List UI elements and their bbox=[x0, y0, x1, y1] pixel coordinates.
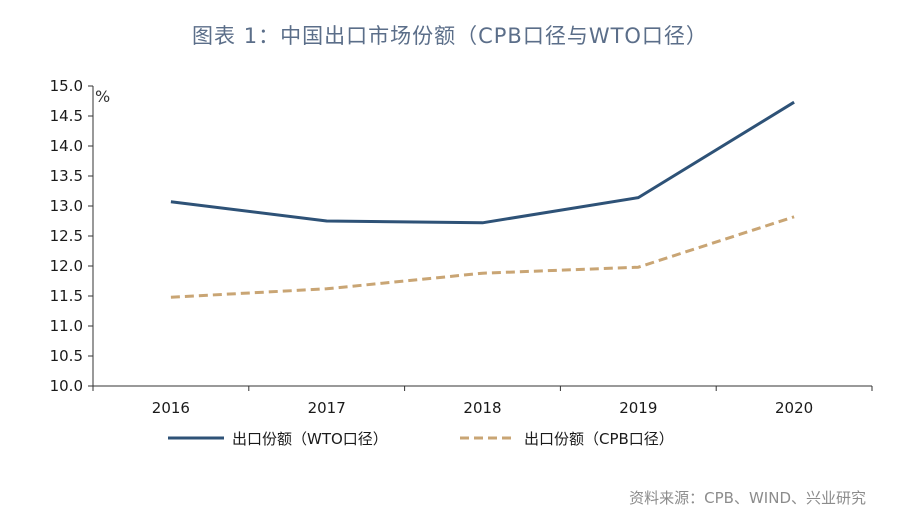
x-tick-label: 2019 bbox=[619, 399, 657, 417]
cpb-point-2016 bbox=[169, 295, 173, 299]
y-tick-label: 14.5 bbox=[50, 107, 83, 125]
y-tick-label: 10.5 bbox=[50, 347, 83, 365]
x-tick-label: 2018 bbox=[463, 399, 501, 417]
legend-label-wto: 出口份额（WTO口径） bbox=[232, 430, 388, 448]
y-tick-label: 15.0 bbox=[50, 77, 83, 95]
wto-point-2018 bbox=[481, 221, 485, 225]
x-tick-label: 2017 bbox=[308, 399, 346, 417]
wto-point-2019 bbox=[636, 196, 640, 200]
series-group bbox=[169, 100, 796, 299]
y-axis: 10.0 10.5 11.0 11.5 12.0 12.5 13.0 13.5 14.0 14.5… bbox=[50, 77, 111, 395]
x-axis: 2016 2017 2018 2019 2020 bbox=[92, 385, 873, 417]
wto-point-2020 bbox=[792, 100, 796, 104]
x-tick-label: 2016 bbox=[152, 399, 190, 417]
legend: 出口份额（WTO口径） 出口份额（CPB口径） bbox=[168, 430, 674, 448]
chart-title: 图表 1：中国出口市场份额（CPB口径与WTO口径） bbox=[192, 24, 708, 48]
y-unit-label: % bbox=[95, 87, 110, 106]
y-tick-label: 11.0 bbox=[50, 317, 83, 335]
y-tick-label: 13.5 bbox=[50, 167, 83, 185]
wto-point-2017 bbox=[325, 219, 329, 223]
cpb-point-2020 bbox=[792, 215, 796, 219]
y-tick-label: 12.0 bbox=[50, 257, 83, 275]
cpb-point-2018 bbox=[481, 271, 485, 275]
y-tick-label: 14.0 bbox=[50, 137, 83, 155]
y-tick-label: 12.5 bbox=[50, 227, 83, 245]
source-note: 资料来源：CPB、WIND、兴业研究 bbox=[629, 489, 866, 507]
wto-point-2016 bbox=[169, 200, 173, 204]
x-tick-label: 2020 bbox=[775, 399, 813, 417]
y-tick-label: 13.0 bbox=[50, 197, 83, 215]
series-line-wto bbox=[170, 100, 795, 225]
y-tick-label: 10.0 bbox=[50, 377, 83, 395]
cpb-point-2019 bbox=[636, 265, 640, 269]
series-line-cpb bbox=[170, 215, 795, 299]
legend-label-cpb: 出口份额（CPB口径） bbox=[524, 430, 674, 448]
cpb-point-2017 bbox=[325, 287, 329, 291]
y-tick-label: 11.5 bbox=[50, 287, 83, 305]
